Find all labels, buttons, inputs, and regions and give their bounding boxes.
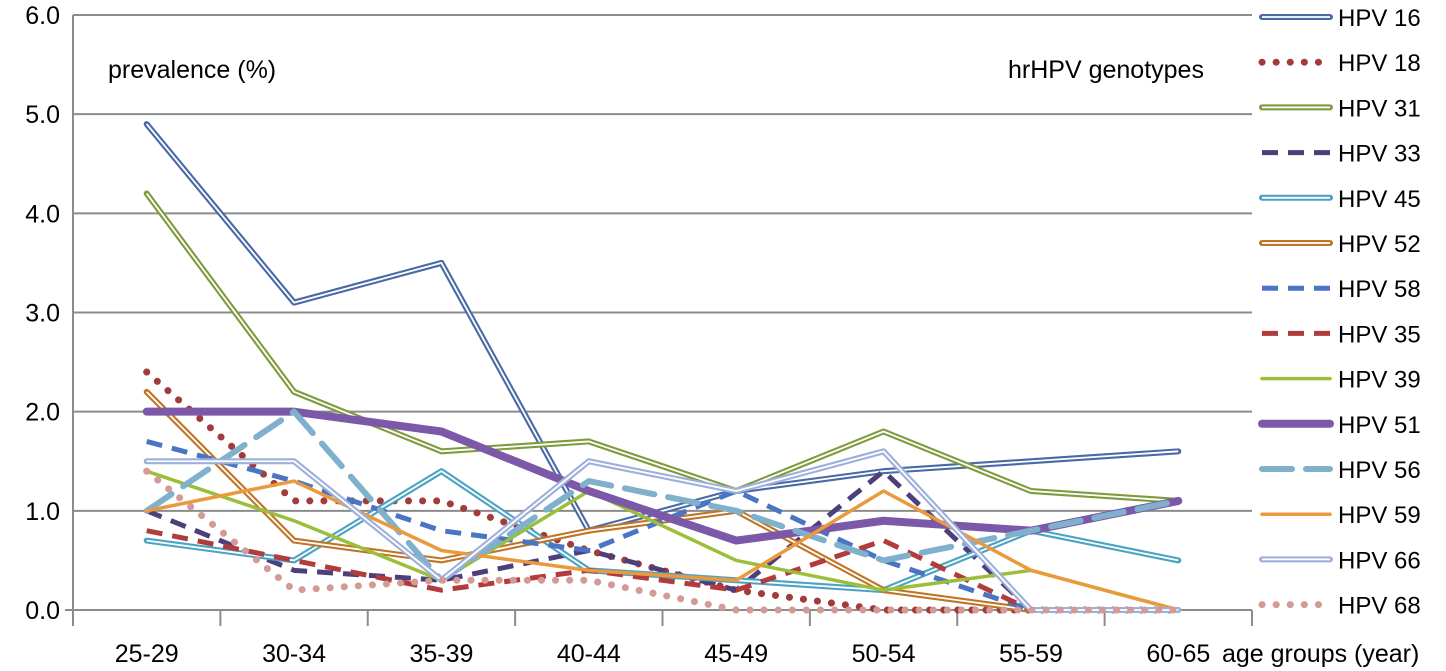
x-tick-label: 55-59 — [999, 640, 1063, 668]
legend-label: HPV 56 — [1338, 457, 1421, 484]
y-tick-label: 0.0 — [25, 597, 60, 625]
series-line-hpv-68 — [143, 467, 1182, 614]
legend-label: HPV 16 — [1338, 5, 1421, 32]
y-tick-label: 1.0 — [25, 498, 60, 526]
legend-item-hpv-56: HPV 56 — [1259, 457, 1421, 484]
legend-item-hpv-45: HPV 45 — [1259, 186, 1421, 213]
legend-label: HPV 33 — [1338, 141, 1421, 168]
series-line-hpv-31-inner — [145, 192, 1179, 502]
series-hpv-52 — [143, 388, 1182, 613]
legend-item-hpv-35: HPV 35 — [1262, 321, 1421, 348]
series-line-hpv-31 — [143, 190, 1182, 504]
y-tick-label: 3.0 — [25, 300, 60, 328]
legend-item-hpv-58: HPV 58 — [1262, 276, 1421, 303]
series-line-hpv-16-inner — [145, 123, 1179, 532]
series-hpv-39 — [144, 469, 1181, 612]
series-hpv-68 — [143, 467, 1182, 614]
legend-item-hpv-51: HPV 51 — [1258, 412, 1421, 439]
x-tick-label: 35-39 — [409, 640, 473, 668]
legend-item-hpv-33: HPV 33 — [1262, 141, 1421, 168]
legend-label: HPV 51 — [1338, 412, 1421, 439]
x-axis-label: age groups (year) — [1222, 640, 1419, 668]
y-axis-label: prevalence (%) — [108, 56, 276, 84]
legend-label: HPV 35 — [1338, 321, 1421, 348]
legend-label: HPV 68 — [1338, 593, 1421, 620]
y-tick-label: 4.0 — [25, 200, 60, 228]
legend-label: HPV 18 — [1338, 50, 1421, 77]
series-hpv-56 — [143, 408, 1182, 584]
legend-item-hpv-66: HPV 66 — [1259, 547, 1421, 574]
legend-label: HPV 39 — [1338, 367, 1421, 394]
legend-label: HPV 31 — [1338, 95, 1421, 122]
legend-item-hpv-68: HPV 68 — [1258, 593, 1421, 620]
legend-item-hpv-52: HPV 52 — [1259, 231, 1421, 258]
series-line-hpv-56 — [143, 408, 1182, 584]
series-hpv-66 — [143, 448, 1182, 613]
series-line-hpv-66-inner — [146, 450, 1179, 611]
legend-label: HPV 52 — [1338, 231, 1421, 258]
axes: 0.0 1.0 2.0 3.0 4.0 5.0 6.0 25-29 30-34 35-39 40-4… — [25, 2, 1253, 668]
legend-label: HPV 59 — [1338, 502, 1421, 529]
series-hpv-31 — [143, 190, 1182, 504]
legend-label: HPV 45 — [1338, 186, 1421, 213]
series-line-hpv-52-inner — [146, 391, 1179, 611]
y-tick-label: 5.0 — [25, 101, 60, 129]
x-tick-label: 60-65 — [1146, 640, 1210, 668]
series-line-hpv-35 — [146, 528, 1179, 613]
x-tick-label: 50-54 — [852, 640, 916, 668]
x-tick-label: 30-34 — [262, 640, 326, 668]
series-hpv-51 — [142, 407, 1183, 545]
series-hpv-16 — [143, 121, 1182, 534]
series-line-hpv-59 — [144, 479, 1181, 612]
legend-item-hpv-18: HPV 18 — [1258, 50, 1421, 77]
x-tick-label: 25-29 — [115, 640, 179, 668]
y-tick-label: 6.0 — [25, 2, 60, 30]
legend-item-hpv-16: HPV 16 — [1259, 5, 1421, 32]
legend-item-hpv-59: HPV 59 — [1260, 502, 1421, 529]
legend-label: HPV 58 — [1338, 276, 1421, 303]
y-tick-label: 2.0 — [25, 399, 60, 427]
legend-item-hpv-39: HPV 39 — [1260, 367, 1421, 394]
series-line-hpv-51 — [142, 407, 1183, 545]
series-lines — [142, 121, 1183, 614]
legend-title: hrHPV genotypes — [1008, 56, 1204, 84]
series-hpv-59 — [144, 479, 1181, 612]
series-line-hpv-39 — [144, 469, 1181, 612]
legend: HPV 16 HPV 18 HPV 31 HPV 33 HPV 45 HPV 52 HPV … — [1258, 5, 1421, 620]
legend-item-hpv-31: HPV 31 — [1259, 95, 1421, 122]
gridlines — [73, 14, 1252, 512]
legend-label: HPV 66 — [1338, 547, 1421, 574]
x-tick-label: 45-49 — [704, 640, 768, 668]
x-tick-label: 40-44 — [557, 640, 621, 668]
series-hpv-35 — [146, 528, 1179, 613]
